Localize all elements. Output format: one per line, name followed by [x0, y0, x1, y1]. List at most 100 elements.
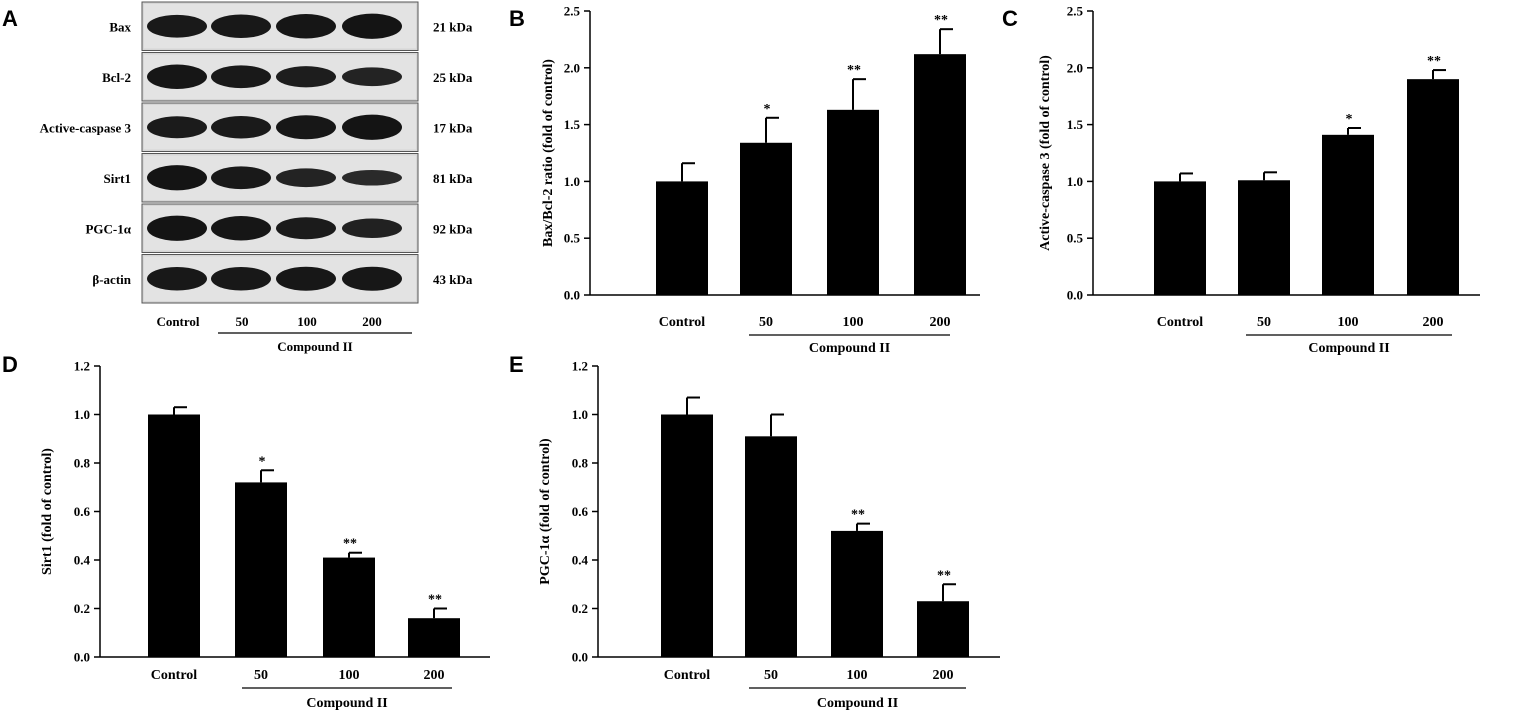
y-tick-label: 0.8	[572, 456, 589, 471]
bar	[408, 618, 460, 657]
x-tick-label: 50	[764, 668, 778, 683]
x-tick-label: Control	[659, 315, 706, 330]
y-tick-label: 0.0	[74, 650, 90, 665]
y-tick-label: 0.4	[74, 553, 91, 568]
bar	[661, 414, 713, 657]
x-tick-label: 200	[424, 668, 445, 683]
blot-lane-label: 200	[362, 314, 382, 329]
y-tick-label: 2.0	[1067, 60, 1083, 75]
blot-protein-label: PGC-1α	[85, 221, 131, 236]
y-tick-label: 1.5	[1067, 117, 1084, 132]
x-tick-label: 100	[843, 315, 864, 330]
x-tick-label: 200	[1423, 315, 1444, 330]
blot-band	[342, 266, 402, 291]
group-label: Compound II	[306, 696, 387, 711]
bar	[914, 54, 966, 295]
y-tick-label: 0.0	[564, 288, 580, 303]
y-axis-label: Sirt1 (fold of control)	[40, 448, 55, 575]
panel-letter-d: D	[2, 352, 18, 377]
blot-band	[147, 64, 207, 89]
blot-band	[342, 169, 402, 186]
blot-band	[211, 14, 271, 39]
blot-band	[211, 216, 271, 241]
significance-marker: **	[428, 593, 442, 608]
blot-size-label: 81 kDa	[433, 171, 473, 186]
y-tick-label: 2.5	[564, 4, 581, 19]
bar	[235, 482, 287, 657]
blot-band	[276, 66, 336, 88]
bar	[1154, 181, 1206, 295]
pgc1a-chart: 0.0 0.2 0.4 0.6 0.8 1.0 1.2 PGC-1α (fold of con…	[538, 359, 1000, 711]
blot-band	[276, 115, 336, 140]
y-tick-label: 0.0	[1067, 288, 1083, 303]
blot-size-label: 43 kDa	[433, 272, 473, 287]
significance-marker: *	[764, 102, 771, 117]
y-tick-label: 0.5	[1067, 231, 1084, 246]
y-tick-label: 0.2	[74, 601, 90, 616]
western-blot-panel: Bax 21 kDa Bcl-2 25 kDa Active-caspase 3 17 k…	[40, 1, 473, 354]
x-tick-label: 100	[847, 668, 868, 683]
y-tick-label: 1.2	[572, 359, 588, 374]
group-label: Compound II	[817, 696, 898, 711]
bar	[656, 181, 708, 295]
bar	[827, 109, 879, 295]
significance-marker: *	[259, 454, 266, 469]
blot-band	[342, 114, 402, 140]
significance-marker: **	[934, 13, 948, 28]
blot-protein-label: Sirt1	[104, 171, 131, 186]
blot-lane-label: 100	[297, 314, 317, 329]
panel-letter-a: A	[2, 6, 18, 31]
y-tick-label: 0.2	[572, 601, 588, 616]
significance-marker: **	[937, 568, 951, 583]
blot-protein-label: Active-caspase 3	[40, 120, 132, 135]
blot-band	[211, 116, 271, 139]
bar	[917, 601, 969, 657]
y-tick-label: 0.6	[572, 504, 589, 519]
blot-protein-label: Bcl-2	[102, 70, 131, 85]
blot-group-label: Compound II	[277, 339, 353, 354]
blot-band	[276, 14, 336, 39]
blot-band	[342, 13, 402, 39]
blot-band	[276, 266, 336, 291]
panel-letter-c: C	[1002, 6, 1018, 31]
blot-protein-label: Bax	[109, 19, 131, 34]
bar	[148, 414, 200, 657]
blot-size-label: 21 kDa	[433, 19, 473, 34]
blot-band	[147, 14, 207, 38]
bar	[323, 557, 375, 657]
blot-band	[147, 165, 207, 191]
blot-band	[211, 65, 271, 89]
blot-size-label: 17 kDa	[433, 120, 473, 135]
y-tick-label: 0.6	[74, 504, 91, 519]
y-tick-label: 1.2	[74, 359, 90, 374]
y-tick-label: 1.0	[564, 174, 580, 189]
x-tick-label: 50	[254, 668, 268, 683]
x-tick-label: Control	[664, 668, 711, 683]
y-tick-label: 1.0	[1067, 174, 1083, 189]
bax-bcl2-chart: 0.0 0.5 1.0 1.5 2.0 2.5 Bax/Bcl-2 ratio (fold …	[541, 4, 980, 356]
x-tick-label: 200	[933, 668, 954, 683]
significance-marker: **	[851, 508, 865, 523]
bar	[1238, 180, 1290, 295]
blot-band	[147, 215, 207, 241]
significance-marker: **	[343, 537, 357, 552]
panel-letter-e: E	[509, 352, 524, 377]
blot-size-label: 25 kDa	[433, 70, 473, 85]
x-tick-label: 100	[1338, 315, 1359, 330]
y-tick-label: 0.8	[74, 456, 91, 471]
x-tick-label: Control	[1157, 315, 1204, 330]
y-tick-label: 2.5	[1067, 4, 1084, 19]
x-tick-label: Control	[151, 668, 198, 683]
bar	[1322, 134, 1374, 295]
y-tick-label: 0.4	[572, 553, 589, 568]
y-tick-label: 1.0	[572, 407, 588, 422]
sirt1-chart: 0.0 0.2 0.4 0.6 0.8 1.0 1.2 Sirt1 (fold of cont…	[40, 359, 490, 711]
y-tick-label: 2.0	[564, 60, 580, 75]
panel-letter-b: B	[509, 6, 525, 31]
blot-lane-label: 50	[236, 314, 249, 329]
bar	[831, 530, 883, 657]
significance-marker: **	[1427, 54, 1441, 69]
y-axis-label: Bax/Bcl-2 ratio (fold of control)	[541, 59, 556, 247]
x-tick-label: 50	[1257, 315, 1271, 330]
